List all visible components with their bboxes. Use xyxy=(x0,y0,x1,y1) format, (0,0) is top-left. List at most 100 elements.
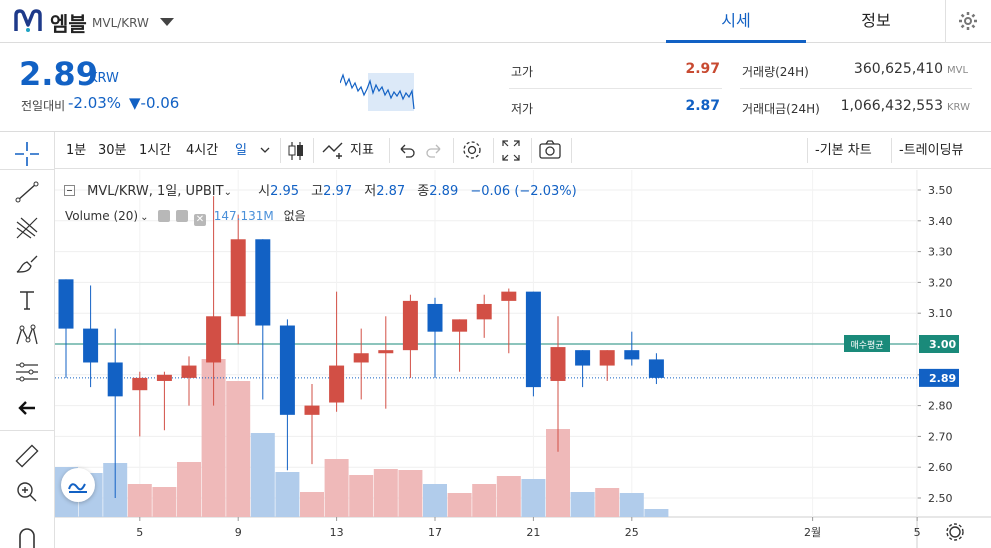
chart-toolbar: 1분 30분 1시간 4시간 일 지표 xyxy=(55,132,991,169)
fib-tool-icon[interactable] xyxy=(13,214,41,242)
candle-body xyxy=(378,350,394,354)
avg-buy-price-label: 3.00 xyxy=(929,338,956,351)
brush-icon[interactable] xyxy=(13,250,41,278)
candle-body xyxy=(83,328,99,363)
interval-4h[interactable]: 4시간 xyxy=(186,143,219,158)
last-price-tag xyxy=(919,368,959,387)
coin-dropdown-icon[interactable] xyxy=(160,18,174,26)
divider xyxy=(945,0,946,43)
avg-buy-tag xyxy=(844,335,890,352)
tab-price[interactable]: 시세 xyxy=(666,0,806,43)
volume-legend: Volume (20) ⌄ ✕ 147.131M 없음 xyxy=(65,207,306,226)
volume-bar xyxy=(226,381,251,517)
coin-name: 엠블 xyxy=(50,12,87,36)
gear-icon[interactable] xyxy=(958,11,978,31)
undo-icon[interactable] xyxy=(398,132,416,169)
tab-price-label: 시세 xyxy=(721,11,751,30)
last-price-label: 2.89 xyxy=(929,372,956,385)
top-bar: 엠블 MVL/KRW 시세 정보 xyxy=(0,0,991,43)
volume-unit: MVL xyxy=(947,65,969,76)
collapse-icon[interactable] xyxy=(64,185,75,196)
indicator-icon[interactable] xyxy=(322,132,346,169)
volume-label[interactable]: Volume (20) xyxy=(65,209,139,223)
volume-bar xyxy=(521,479,546,517)
indicator-button[interactable]: 지표 xyxy=(350,143,374,158)
ruler-icon[interactable] xyxy=(13,442,41,470)
back-arrow-icon[interactable] xyxy=(13,394,41,422)
interval-30m[interactable]: 30분 xyxy=(98,143,127,158)
amount-unit: KRW xyxy=(947,102,970,113)
fullscreen-icon[interactable] xyxy=(501,132,521,169)
time-tick-label: 17 xyxy=(428,526,442,539)
price-tick-label: 2.70 xyxy=(928,430,953,443)
divider xyxy=(509,88,722,89)
amount-value: 1,066,432,553 xyxy=(840,98,943,114)
price-tick-label: 2.60 xyxy=(928,461,953,474)
settings-small-icon[interactable] xyxy=(176,210,189,222)
redo-icon[interactable] xyxy=(425,132,443,169)
interval-1h[interactable]: 1시간 xyxy=(139,143,172,158)
price-tick-label: 3.50 xyxy=(928,184,953,197)
price-chart[interactable]: 3.503.403.303.203.103.002.902.802.702.60… xyxy=(54,170,991,548)
candle-body xyxy=(181,365,197,378)
chart-legend: MVL/KRW, 1일, UPBIT⌄ 시2.95 고2.97 저2.87 종2… xyxy=(64,180,577,199)
volume-bar xyxy=(152,487,177,517)
volume-dropdown-icon[interactable]: ⌄ xyxy=(140,212,149,223)
divider xyxy=(807,138,808,163)
magnet-icon[interactable] xyxy=(13,522,41,548)
volume-bar xyxy=(570,492,595,517)
text-tool-icon[interactable] xyxy=(13,286,41,314)
legend-symbol[interactable]: MVL/KRW, 1일, UPBIT xyxy=(87,184,224,199)
volume-bar xyxy=(324,459,349,517)
avg-buy-tag-label: 매수평균 xyxy=(850,340,883,351)
candle-body xyxy=(648,359,664,378)
tab-info[interactable]: 정보 xyxy=(806,0,946,43)
legend-low-label: 저 xyxy=(364,184,377,199)
volume-label: 거래량(24H) xyxy=(742,65,809,79)
trend-line-icon[interactable] xyxy=(13,178,41,206)
price-currency: KRW xyxy=(89,71,119,86)
candle-type-icon[interactable] xyxy=(287,132,305,169)
volume-value: 360,625,410 xyxy=(853,61,943,77)
prediction-tool-icon[interactable] xyxy=(13,358,41,386)
interval-day[interactable]: 일 xyxy=(235,143,247,158)
divider xyxy=(280,138,281,163)
tab-info-label: 정보 xyxy=(861,11,891,30)
camera-icon[interactable] xyxy=(538,132,562,169)
tradingview-button[interactable]: -트레이딩뷰 xyxy=(899,143,964,158)
eye-icon[interactable] xyxy=(158,210,171,222)
divider xyxy=(313,138,314,163)
candle-body xyxy=(452,319,468,332)
tradingview-logo-icon[interactable] xyxy=(61,468,95,502)
candle-body xyxy=(329,365,345,403)
divider xyxy=(389,138,390,163)
volume-bar xyxy=(595,488,620,517)
amount-label: 거래대금(24H) xyxy=(742,102,820,116)
legend-dropdown-icon[interactable]: ⌄ xyxy=(223,187,232,198)
price-axis-panel xyxy=(917,170,991,548)
price-tick-label: 3.20 xyxy=(928,276,953,289)
time-tick-label: 9 xyxy=(235,526,242,539)
volume-bar xyxy=(373,469,398,517)
legend-low: 2.87 xyxy=(376,184,406,199)
interval-1m[interactable]: 1분 xyxy=(66,143,87,158)
axis-settings-icon[interactable] xyxy=(949,526,961,538)
pattern-tool-icon[interactable] xyxy=(13,322,41,350)
candle-body xyxy=(427,303,443,332)
candle-body xyxy=(107,362,123,397)
candle-body xyxy=(476,303,492,320)
basic-chart-button[interactable]: -기본 차트 xyxy=(815,143,872,158)
price-tick-label: 2.80 xyxy=(928,400,953,413)
zoom-in-icon[interactable] xyxy=(13,478,41,506)
time-tick-label: 2월 xyxy=(804,526,821,539)
interval-dropdown-icon[interactable] xyxy=(259,132,271,169)
time-tick-label: 5 xyxy=(914,526,921,539)
high-value: 2.97 xyxy=(685,61,720,77)
volume-bar xyxy=(300,492,324,517)
settings-icon[interactable] xyxy=(461,132,483,169)
candlestick-chart[interactable]: 3.503.403.303.203.103.002.902.802.702.60… xyxy=(54,170,991,548)
crosshair-icon[interactable] xyxy=(13,140,41,168)
time-tick-label: 13 xyxy=(330,526,344,539)
axis-settings-icon[interactable] xyxy=(946,523,964,541)
close-small-icon[interactable]: ✕ xyxy=(193,214,206,226)
